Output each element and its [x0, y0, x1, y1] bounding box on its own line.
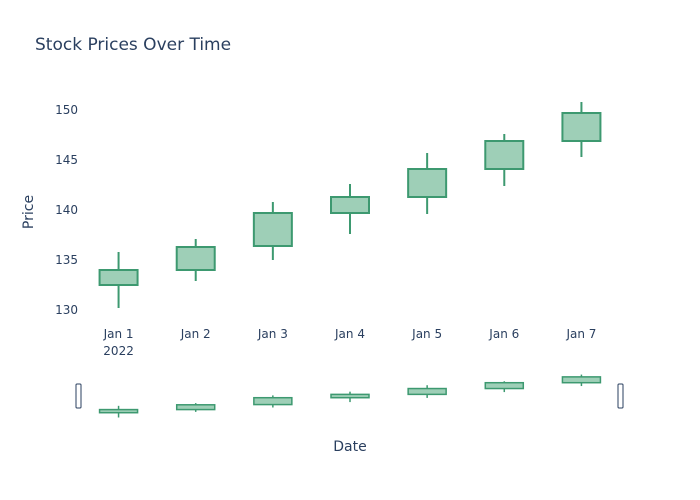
range-slider-right-handle[interactable]	[617, 383, 624, 409]
slider-candle	[484, 381, 525, 390]
x-tick-label: Jan 2	[180, 327, 211, 341]
x-tick-label: Jan 4	[334, 327, 365, 341]
slider-candle	[253, 396, 293, 406]
x-tick-label: Jan 1	[103, 327, 134, 341]
x-tick-label: Jan 3	[257, 327, 288, 341]
range-slider-candlesticks	[98, 374, 602, 418]
main-candle	[484, 140, 525, 170]
y-tick-label: 145	[55, 153, 78, 167]
y-tick-label: 130	[55, 303, 78, 317]
x-axis-title: Date	[333, 439, 366, 455]
x-tick-label: Jan 6	[488, 327, 519, 341]
slider-candle	[175, 404, 216, 411]
y-tick-label: 140	[55, 203, 78, 217]
main-candle	[407, 168, 448, 198]
main-candle	[330, 196, 370, 214]
chart-title: Stock Prices Over Time	[35, 35, 231, 55]
main-candle	[561, 112, 602, 142]
y-axis-ticks: 130 135 140 145 150	[55, 103, 78, 317]
y-axis-title: Price	[21, 195, 37, 229]
x-tick-label: Jan 5	[411, 327, 442, 341]
slider-candle	[407, 387, 447, 396]
slider-candle	[98, 408, 139, 414]
main-candlesticks	[98, 102, 602, 308]
main-candle	[175, 246, 216, 271]
main-candle	[252, 212, 293, 247]
range-slider[interactable]	[75, 374, 624, 418]
x-tick-label: Jan 7	[565, 327, 596, 341]
x-tick-year-label: 2022	[103, 344, 134, 358]
x-axis-ticks: Jan 1 2022 Jan 2 Jan 3 Jan 4 Jan 5 Jan 6 Jan 7	[103, 327, 597, 358]
main-candle	[98, 269, 139, 286]
slider-candle	[330, 393, 370, 399]
y-tick-label: 150	[55, 103, 78, 117]
slider-candle	[561, 376, 602, 384]
range-slider-left-handle[interactable]	[75, 383, 82, 409]
y-tick-label: 135	[55, 253, 78, 267]
